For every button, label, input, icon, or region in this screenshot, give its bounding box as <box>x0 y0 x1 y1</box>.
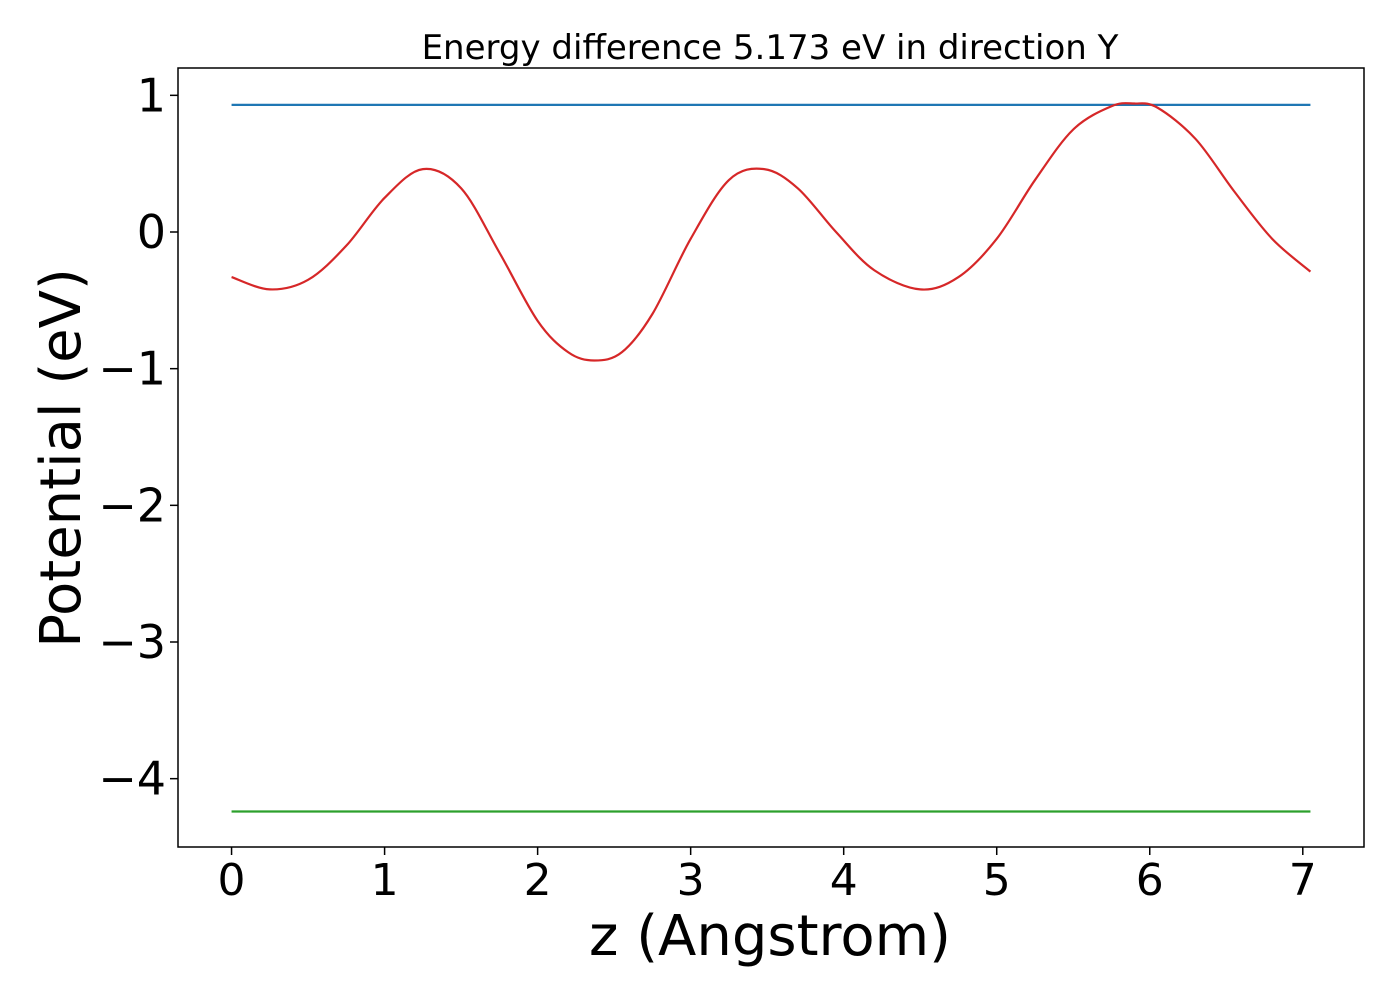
plot-frame <box>177 67 1365 848</box>
x-tick-label: 5 <box>983 855 1011 906</box>
x-tick-label: 1 <box>371 855 399 906</box>
y-tick-label: −4 <box>98 752 166 806</box>
y-axis-label: Potential (eV) <box>29 268 94 648</box>
x-axis-label: z (Angstrom) <box>589 904 951 969</box>
y-axis: 1 0 −1 −2 −3 −4 <box>98 68 178 806</box>
y-tick-label: −2 <box>98 478 166 532</box>
x-tick-label: 6 <box>1136 855 1164 906</box>
x-tick-label: 0 <box>218 855 246 906</box>
series-line-2 <box>231 102 1312 362</box>
y-tick-label: 0 <box>137 205 166 259</box>
y-tick-label: 1 <box>137 68 166 122</box>
x-tick-label: 3 <box>677 855 705 906</box>
x-axis: 0 1 2 3 4 5 6 7 <box>218 847 1317 906</box>
x-tick-label: 2 <box>524 855 552 906</box>
x-tick-label: 4 <box>830 855 858 906</box>
chart-title: Energy difference 5.173 eV in direction … <box>422 28 1119 68</box>
y-tick-label: −1 <box>98 342 166 396</box>
y-tick-label: −3 <box>98 615 166 669</box>
plot-area <box>231 102 1312 813</box>
x-tick-label: 7 <box>1289 855 1317 906</box>
